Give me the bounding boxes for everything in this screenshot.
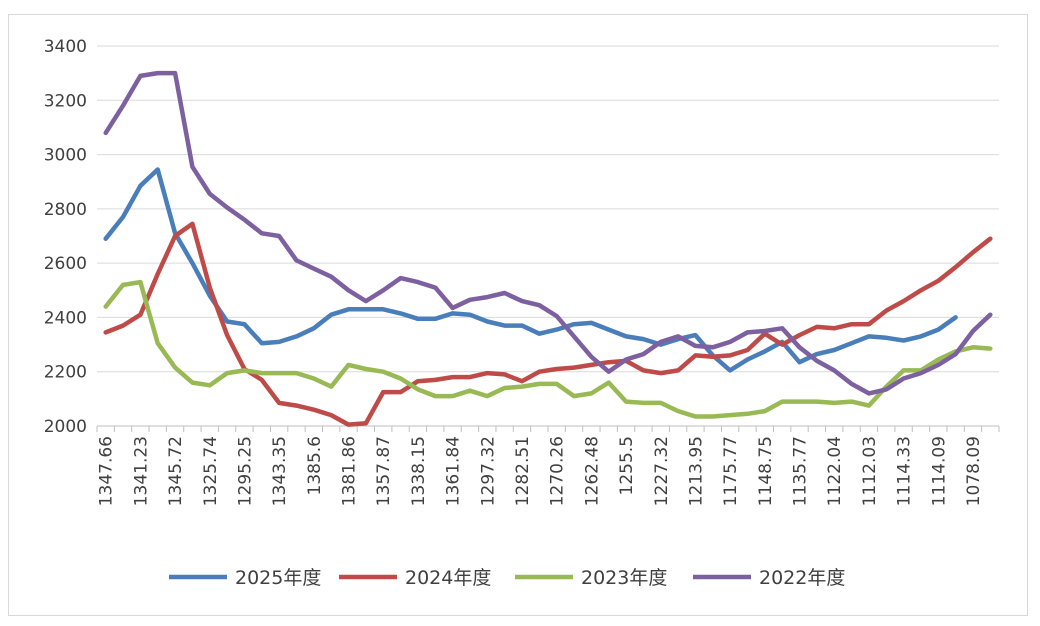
series-line-4 — [103, 70, 993, 396]
y-tick-label: 3400 — [44, 37, 87, 57]
chart-frame: 2000 2200 2400 2600 2800 3000 3200 3400 1347.66… — [8, 14, 1028, 616]
legend-label-2: 2024年度 — [405, 567, 491, 589]
y-tick-label: 2600 — [44, 254, 87, 274]
x-tick-label: 1338.15 — [409, 436, 429, 506]
x-tick-label: 1282.51 — [513, 436, 533, 506]
x-tick-label: 1175.77 — [721, 436, 741, 506]
x-tick-label: 1078.09 — [964, 436, 984, 506]
x-tick-label: 1255.5 — [617, 436, 637, 495]
x-tick-label: 1357.87 — [374, 436, 394, 506]
y-tick-label: 3200 — [44, 91, 87, 111]
x-tick-label: 1213.95 — [686, 436, 706, 506]
x-tick-label: 1361.84 — [444, 436, 464, 506]
line-chart: 2000 2200 2400 2600 2800 3000 3200 3400 1347.66… — [44, 37, 1000, 589]
x-axis: 1347.66 1341.23 1345.72 1325.74 1295.25 1343.… — [96, 425, 1000, 506]
legend-label-1: 2025年度 — [235, 567, 321, 589]
x-tick-label: 1135.77 — [791, 436, 811, 506]
x-tick-label: 1341.23 — [131, 436, 151, 506]
x-tick-label: 1381.86 — [340, 436, 360, 506]
x-tick-label: 1227.32 — [652, 436, 672, 506]
x-tick-label: 1297.32 — [478, 436, 498, 506]
y-axis-labels: 2000 2200 2400 2600 2800 3000 3200 3400 — [44, 37, 87, 437]
x-tick-label: 1343.35 — [270, 436, 290, 506]
x-tick-label: 1148.75 — [756, 436, 776, 506]
y-tick-label: 2000 — [44, 417, 87, 437]
y-tick-label: 3000 — [44, 146, 87, 166]
x-tick-label: 1262.48 — [582, 436, 602, 506]
legend-label-4: 2022年度 — [759, 567, 845, 589]
x-tick-label: 1385.6 — [305, 436, 325, 495]
y-tick-label: 2400 — [44, 308, 87, 328]
x-tick-label: 1122.04 — [825, 436, 845, 506]
series-lines — [103, 70, 993, 427]
y-tick-label: 2200 — [44, 363, 87, 383]
y-tick-label: 2800 — [44, 200, 87, 220]
x-tick-label: 1270.26 — [548, 436, 568, 506]
legend: 2025年度 2024年度 2023年度 2022年度 — [169, 567, 845, 589]
series-line-1 — [103, 167, 958, 373]
x-tick-label: 1112.03 — [860, 436, 880, 506]
x-tick-label: 1114.33 — [895, 436, 915, 506]
x-tick-label: 1345.72 — [166, 436, 186, 506]
x-tick-label: 1114.09 — [929, 436, 949, 506]
legend-label-3: 2023年度 — [581, 567, 667, 589]
series-line-3 — [103, 279, 993, 419]
series-line-2 — [103, 221, 993, 427]
x-tick-label: 1347.66 — [97, 436, 117, 506]
x-tick-label: 1325.74 — [201, 436, 221, 506]
x-tick-label: 1295.25 — [235, 436, 255, 506]
